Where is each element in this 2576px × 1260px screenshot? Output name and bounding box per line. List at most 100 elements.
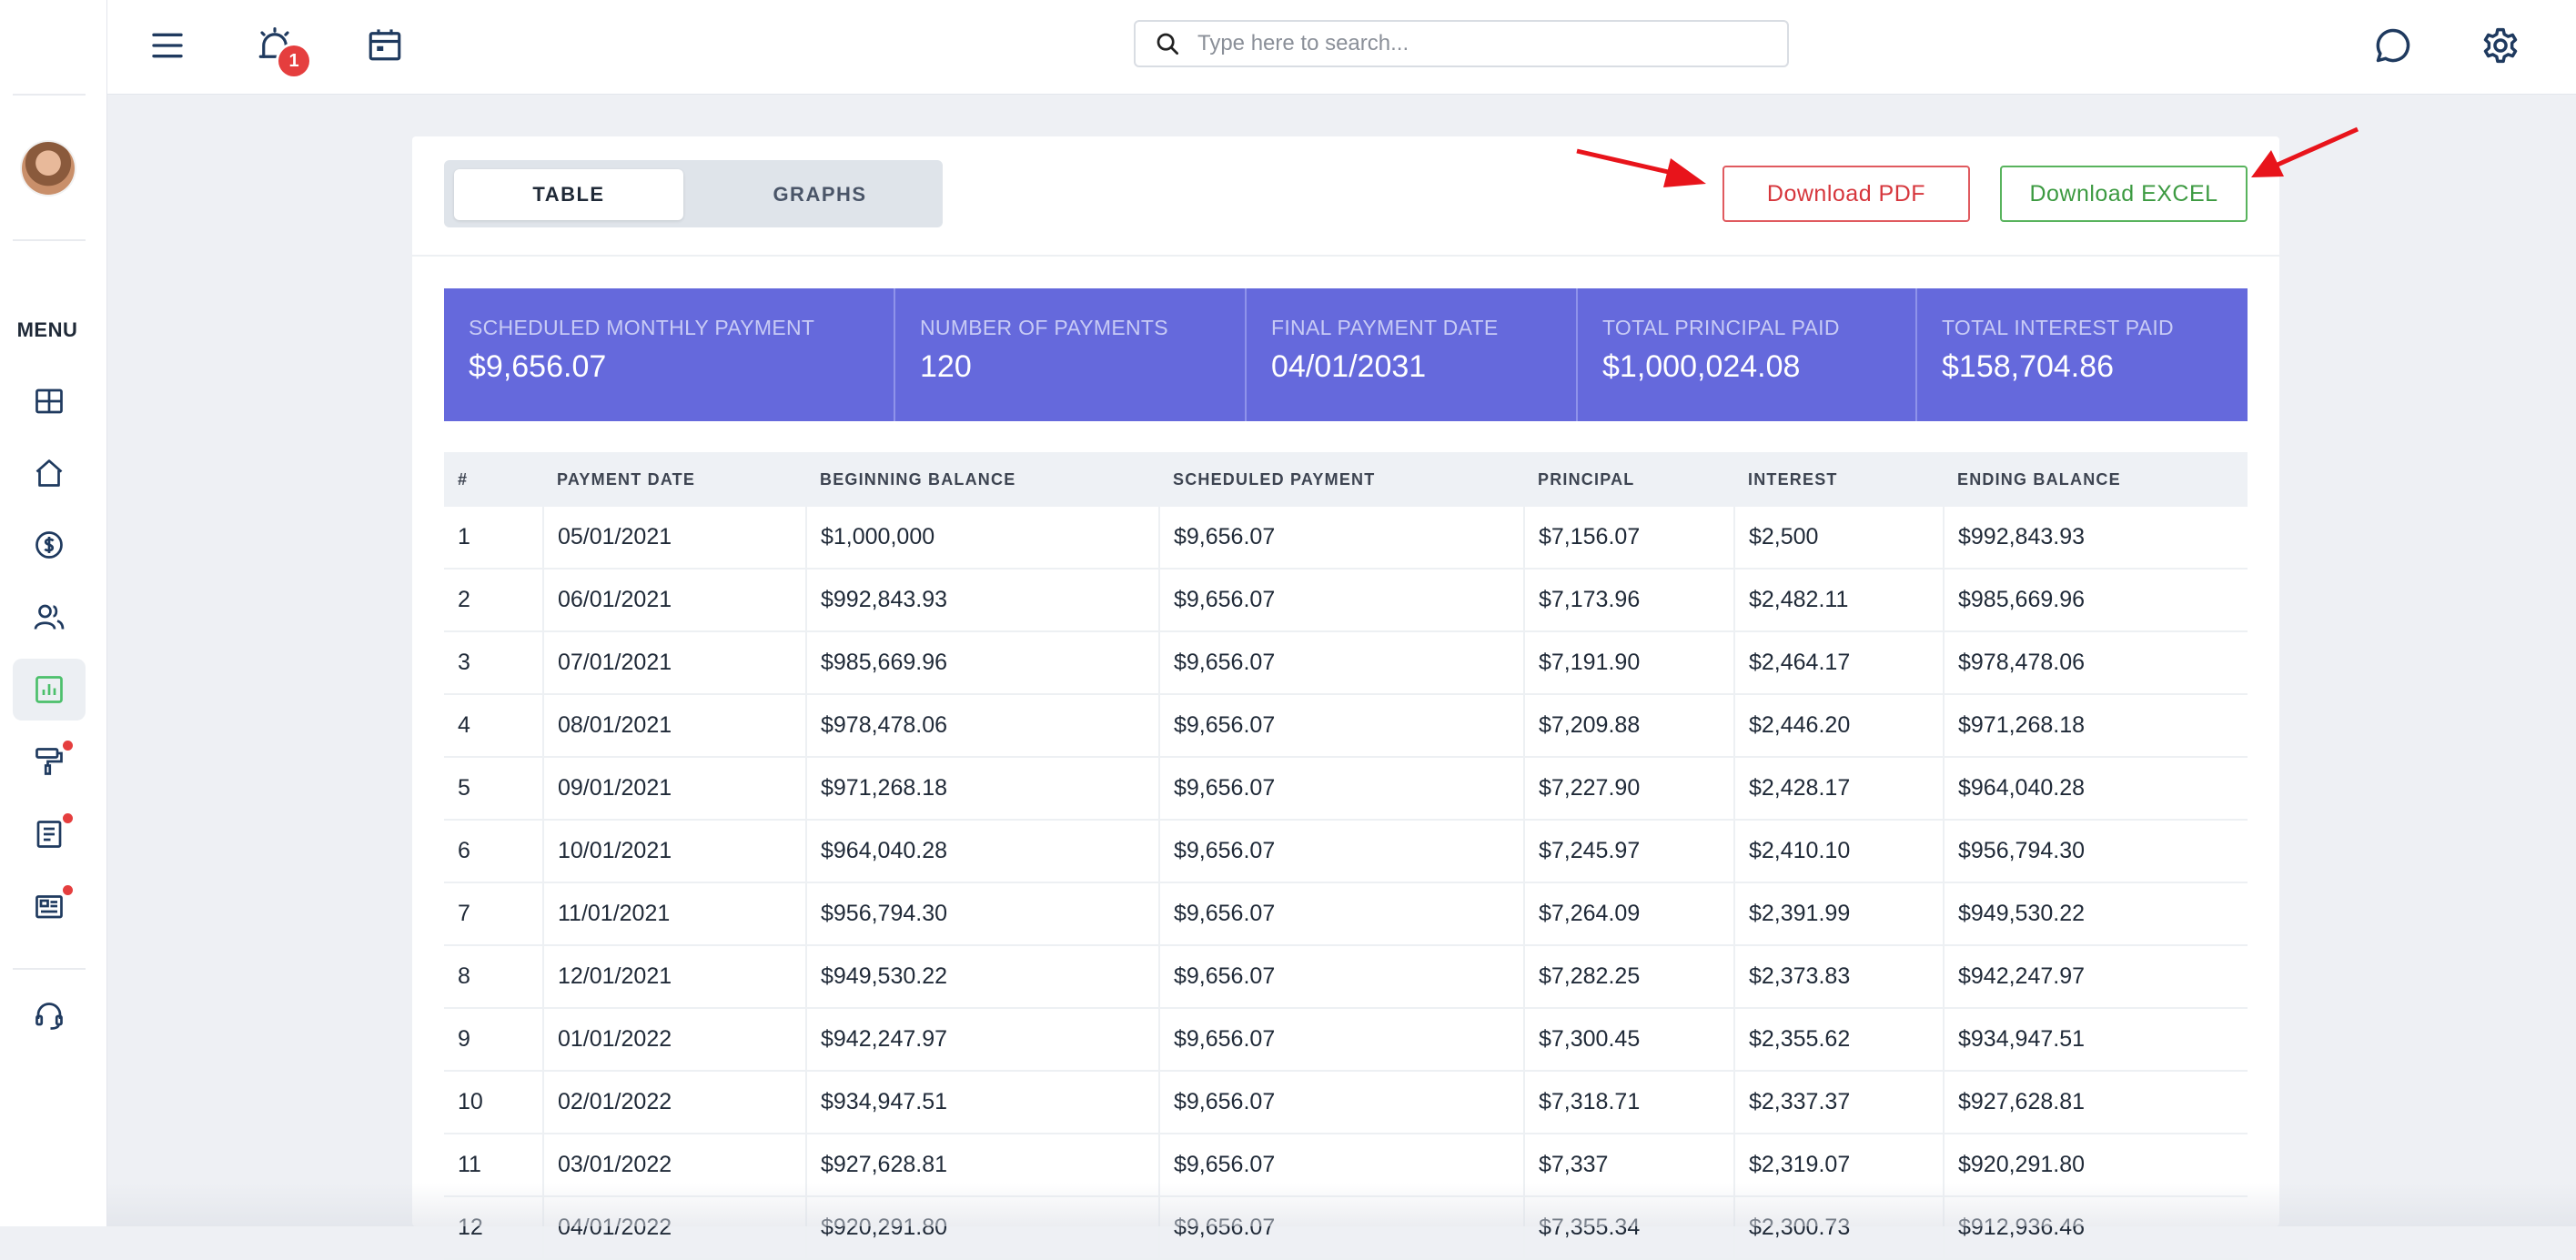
search-icon [1157,33,1178,55]
chat-button[interactable] [2371,24,2415,67]
search-bar[interactable] [1134,20,1789,67]
table-cell: $7,173.96 [1524,569,1735,632]
download-pdf-button[interactable]: Download PDF [1722,166,1970,222]
document-icon [36,821,62,848]
search-input[interactable] [1196,30,1745,57]
summary-value: $1,000,024.08 [1602,349,1801,384]
table-cell: 4 [444,694,544,758]
table-row: 9 01/01/2022 $942,247.97 $9,656.07 $7,300.45… [444,1008,2248,1072]
table-cell: $2,300.73 [1734,1196,1945,1260]
notification-dot [63,813,73,823]
table-cell: 12 [444,1196,544,1260]
news-icon [35,895,63,919]
table-cell: $9,656.07 [1159,757,1525,821]
table-cell: 02/01/2022 [543,1071,807,1134]
column-header[interactable]: PAYMENT DATE [543,452,806,507]
summary-monthly-payment: SCHEDULED MONTHLY PAYMENT $9,656.07 [444,288,895,421]
sidebar-item-support[interactable] [13,985,86,1047]
sidebar-item-users[interactable] [13,586,86,648]
sidebar-item-reports[interactable] [13,659,86,721]
view-toggle: TABLE GRAPHS [444,160,943,227]
calendar-icon [369,29,401,61]
tab-graphs[interactable]: GRAPHS [773,183,867,206]
sidebar-item-documents[interactable] [13,803,86,865]
column-header[interactable]: INTEREST [1734,452,1944,507]
table-cell: $985,669.96 [1944,569,2248,632]
summary-final-payment-date: FINAL PAYMENT DATE 04/01/2031 [1247,288,1578,421]
summary-number-of-payments: NUMBER OF PAYMENTS 120 [895,288,1247,421]
summary-value: 120 [920,349,972,384]
summary-label: TOTAL INTEREST PAID [1942,316,2174,339]
sidebar-item-finance[interactable] [13,514,86,576]
table-cell: 11/01/2021 [543,882,807,946]
table-cell: $9,656.07 [1159,820,1525,883]
table-cell: $964,040.28 [806,820,1160,883]
table-cell: $9,656.07 [1159,1134,1525,1197]
column-header[interactable]: SCHEDULED PAYMENT [1159,452,1524,507]
column-header[interactable]: BEGINNING BALANCE [806,452,1159,507]
table-cell: $1,000,000 [806,507,1160,570]
table-cell: $992,843.93 [1944,507,2248,570]
summary-label: SCHEDULED MONTHLY PAYMENT [469,316,815,339]
sidebar-item-dashboard[interactable] [13,370,86,432]
menu-button[interactable] [147,25,187,66]
settings-button[interactable] [2479,24,2522,67]
column-header[interactable]: PRINCIPAL [1524,452,1734,507]
table-cell: 11 [444,1134,544,1197]
table-cell: $971,268.18 [806,757,1160,821]
table-row: 3 07/01/2021 $985,669.96 $9,656.07 $7,191.90… [444,631,2248,695]
sidebar-divider [13,239,86,241]
menu-icon [152,33,183,58]
table-cell: $942,247.97 [1944,945,2248,1009]
table-cell: $978,478.06 [806,694,1160,758]
table-cell: $7,227.90 [1524,757,1735,821]
table-cell: $949,530.22 [806,945,1160,1009]
table-cell: 04/01/2022 [543,1196,807,1260]
table-cell: $942,247.97 [806,1008,1160,1072]
table-cell: 9 [444,1008,544,1072]
chat-icon [2376,28,2410,63]
table-cell: $7,245.97 [1524,820,1735,883]
table-cell: $2,410.10 [1734,820,1945,883]
table-cell: $7,300.45 [1524,1008,1735,1072]
calendar-button[interactable] [364,24,406,66]
table-cell: 07/01/2021 [543,631,807,695]
table-cell: 6 [444,820,544,883]
table-cell: $2,500 [1734,507,1945,570]
summary-value: $158,704.86 [1942,349,2115,384]
summary-label: TOTAL PRINCIPAL PAID [1602,316,1840,339]
table-cell: 2 [444,569,544,632]
table-row: 4 08/01/2021 $978,478.06 $9,656.07 $7,209.88… [444,694,2248,758]
summary-value: $9,656.07 [469,349,607,384]
column-header[interactable]: ENDING BALANCE [1944,452,2248,507]
table-row: 8 12/01/2021 $949,530.22 $9,656.07 $7,282.25… [444,945,2248,1009]
notification-badge: 1 [278,45,309,76]
sidebar-item-news[interactable] [13,875,86,937]
paint-roller-icon [35,748,63,775]
table-cell: 10 [444,1071,544,1134]
column-header[interactable]: # [444,452,543,507]
download-excel-button[interactable]: Download EXCEL [2000,166,2248,222]
table-cell: 06/01/2021 [543,569,807,632]
summary-label: FINAL PAYMENT DATE [1271,316,1499,339]
tab-table[interactable]: TABLE [454,169,683,220]
table-cell: $7,191.90 [1524,631,1735,695]
table-cell: $978,478.06 [1944,631,2248,695]
table-cell: 7 [444,882,544,946]
sidebar-item-home[interactable] [13,442,86,504]
users-icon [34,604,65,630]
alarm-button[interactable]: 1 [253,24,309,76]
sidebar-item-design[interactable] [13,731,86,792]
table-row: 11 03/01/2022 $927,628.81 $9,656.07 $7,337 $2… [444,1134,2248,1197]
amortization-card: TABLE GRAPHS Download PDF Download EXCEL… [412,136,2279,1260]
summary-total-interest: TOTAL INTEREST PAID $158,704.86 [1917,288,2248,421]
table-cell: $2,391.99 [1734,882,1945,946]
table-cell: 8 [444,945,544,1009]
table-cell: $2,464.17 [1734,631,1945,695]
table-row: 1 05/01/2021 $1,000,000 $9,656.07 $7,156.07 $… [444,507,2248,570]
user-avatar[interactable] [22,142,75,195]
menu-label: MENU [16,318,78,341]
table-cell: $934,947.51 [806,1071,1160,1134]
table-cell: $927,628.81 [1944,1071,2248,1134]
table-row: 10 02/01/2022 $934,947.51 $9,656.07 $7,318.7… [444,1071,2248,1134]
